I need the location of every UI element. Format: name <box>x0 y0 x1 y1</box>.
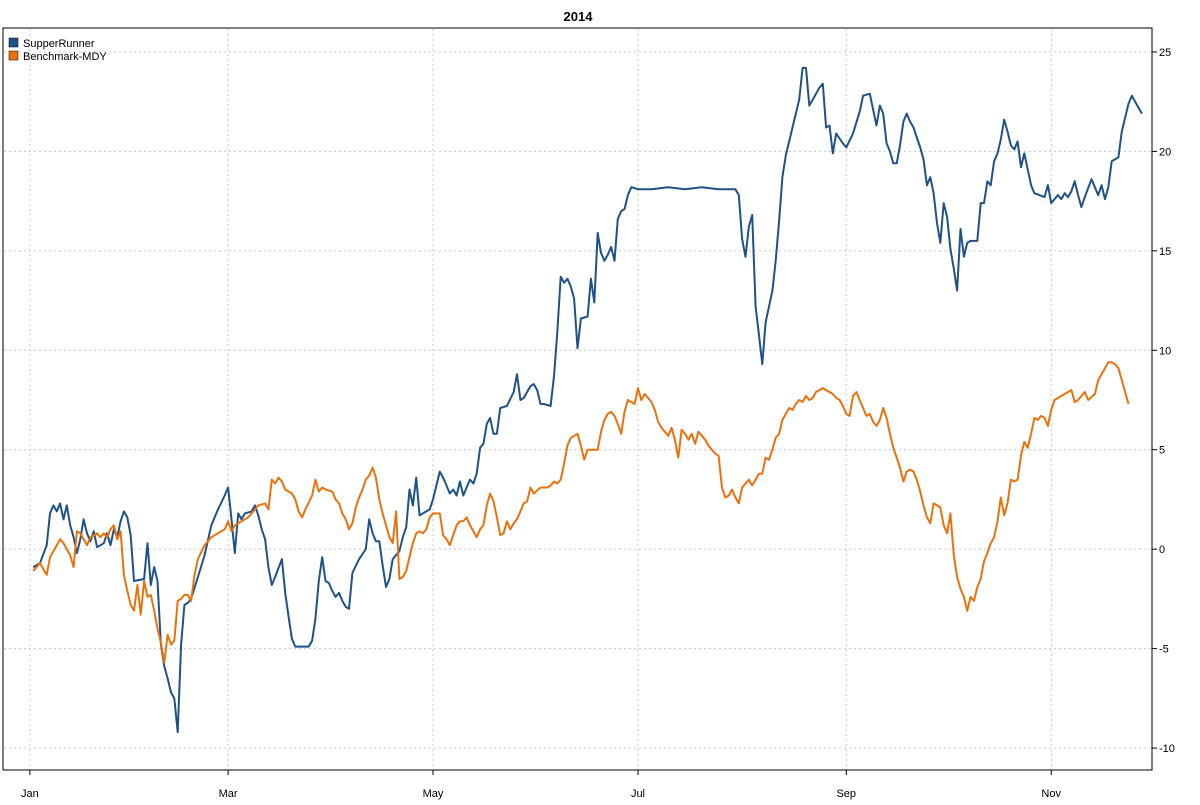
legend-swatch-1 <box>8 50 19 61</box>
y-tick-label-2: 15 <box>1159 246 1171 258</box>
legend-label-1: Benchmark-MDY <box>23 51 107 63</box>
y-tick-label-3: 10 <box>1159 345 1171 357</box>
y-tick-label-6: -5 <box>1159 644 1169 656</box>
x-tick-label-2: May <box>423 788 444 800</box>
legend-swatch-0 <box>8 37 19 48</box>
legend-label-0: SupperRunner <box>23 38 95 50</box>
axes: Jan Mar May Jul Sep Nov 25 20 15 10 5 0 -5 -10 <box>21 47 1175 800</box>
series-lines <box>32 66 1143 734</box>
series-line-0 <box>32 66 1143 734</box>
x-tick-label-3: Jul <box>631 788 645 800</box>
y-tick-label-5: 0 <box>1159 544 1165 556</box>
y-tick-label-0: 25 <box>1159 47 1171 59</box>
x-tick-label-4: Sep <box>836 788 856 800</box>
y-tick-label-4: 5 <box>1159 445 1165 457</box>
y-tick-label-1: 20 <box>1159 146 1171 158</box>
x-tick-label-5: Nov <box>1041 788 1061 800</box>
x-tick-label-0: Jan <box>21 788 39 800</box>
grid-lines <box>4 29 1151 769</box>
x-tick-label-1: Mar <box>219 788 238 800</box>
plot-frame <box>2 27 1153 771</box>
y-tick-label-7: -10 <box>1159 743 1175 755</box>
series-line-1 <box>32 361 1130 664</box>
chart-title: 2014 <box>564 9 594 24</box>
